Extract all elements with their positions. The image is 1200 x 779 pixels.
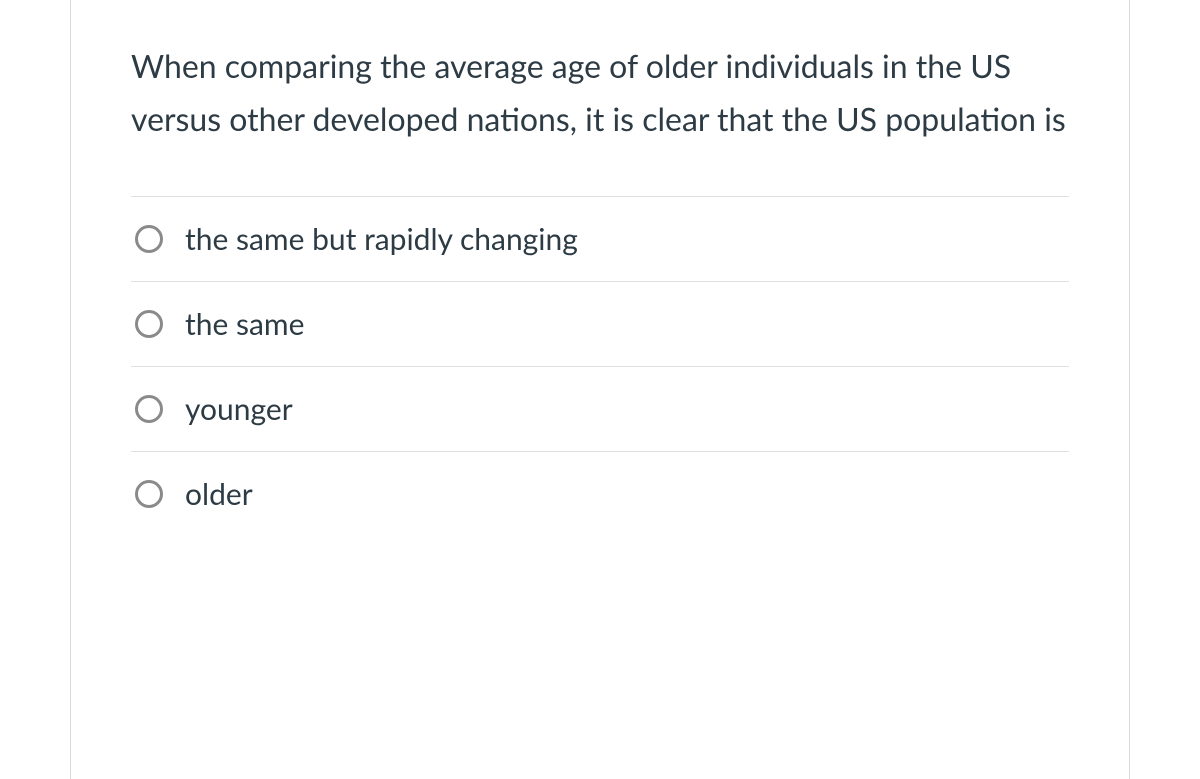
radio-icon[interactable] xyxy=(135,225,163,253)
question-text: When comparing the average age of older … xyxy=(131,40,1069,146)
option-row-1[interactable]: the same xyxy=(131,282,1069,367)
radio-icon[interactable] xyxy=(135,310,163,338)
radio-icon[interactable] xyxy=(135,480,163,508)
option-row-3[interactable]: older xyxy=(131,452,1069,536)
option-label: the same xyxy=(185,306,304,342)
option-label: older xyxy=(185,476,253,512)
option-row-0[interactable]: the same but rapidly changing xyxy=(131,197,1069,282)
option-label: younger xyxy=(185,391,293,427)
option-row-2[interactable]: younger xyxy=(131,367,1069,452)
quiz-question-panel: When comparing the average age of older … xyxy=(70,0,1130,779)
option-label: the same but rapidly changing xyxy=(185,221,578,257)
radio-icon[interactable] xyxy=(135,395,163,423)
options-list: the same but rapidly changing the same y… xyxy=(131,196,1069,536)
